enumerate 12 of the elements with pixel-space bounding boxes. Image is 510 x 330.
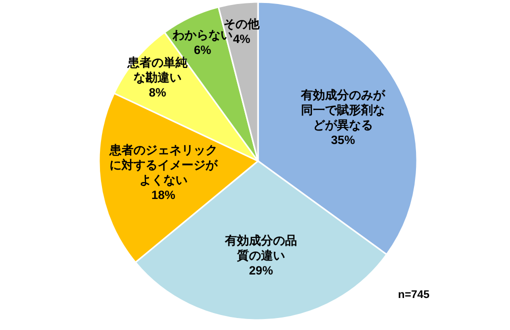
data-label: 18% [150, 188, 176, 203]
slice-label: 有効成分の品質の違い [224, 234, 298, 264]
data-label: 29% [248, 264, 274, 279]
data-label: 35% [330, 132, 356, 148]
slice-label: 患者のジェネリックに対するイメージがよくない [108, 142, 218, 188]
data-label: 8% [148, 85, 168, 100]
slice-label: 有効成分のみが同一で賦形剤などが異なる [300, 88, 386, 133]
slice-label: その他 [224, 16, 261, 31]
text: n=745 [398, 289, 430, 301]
slice-label: 患者の単純な勘違い [126, 55, 189, 86]
data-label: 6% [194, 43, 212, 58]
data-label: 4% [232, 32, 250, 46]
